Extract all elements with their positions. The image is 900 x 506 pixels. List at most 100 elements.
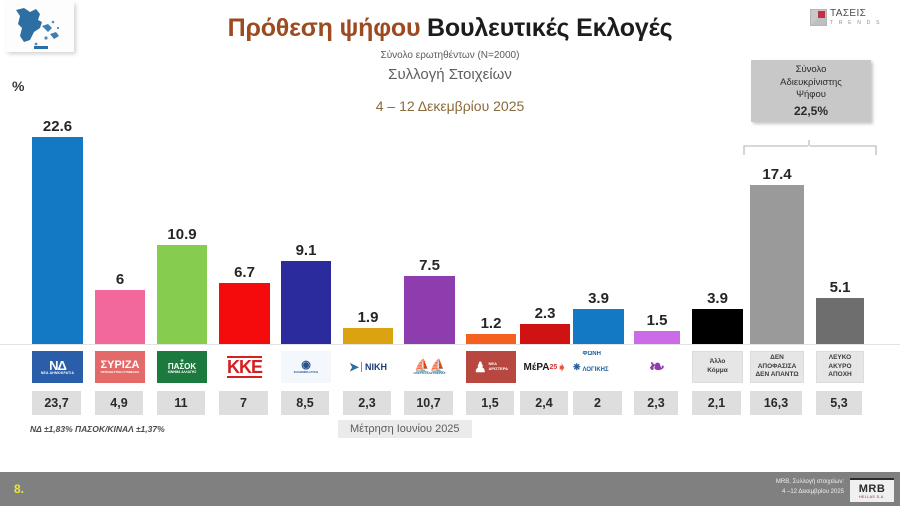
bar-2[interactable]: [157, 245, 207, 345]
party-logo-10[interactable]: ❧: [634, 348, 680, 386]
bar-column[interactable]: 22.6: [32, 110, 83, 345]
party-logo-mark: ❋ ΦΩΝΗ ΛΟΓΙΚΗΣ ΑΦΟΙ ΛΟΓΙΚΗΣ: [573, 351, 624, 383]
mrb-logo: MRB HELLAS S.A.: [850, 478, 894, 502]
party-logo-mark: ΚΚΕ: [219, 351, 270, 383]
bar-5[interactable]: [343, 328, 393, 345]
page-number: 8.: [14, 482, 25, 496]
bar-column[interactable]: 5.1: [816, 110, 864, 345]
undecided-line-3: Ψήφου: [796, 89, 826, 101]
party-logo-13[interactable]: ΛΕΥΚΟ ΑΚΥΡΟ ΑΠΟΧΗ: [816, 348, 864, 386]
bar-7[interactable]: [466, 334, 516, 345]
undecided-total-callout: Σύνολο Αδιευκρίνιστης Ψήφου 22,5%: [751, 60, 871, 122]
category-label-box: Άλλο Κόμμα: [692, 351, 743, 383]
party-logo-11[interactable]: Άλλο Κόμμα: [692, 348, 743, 386]
june-value-cell: 4,9: [95, 391, 145, 415]
party-logo-9[interactable]: ❋ ΦΩΝΗ ΛΟΓΙΚΗΣ ΑΦΟΙ ΛΟΓΙΚΗΣ: [573, 348, 624, 386]
bar-value-label: 2.3: [534, 305, 556, 322]
party-logo-12[interactable]: ΔΕΝ ΑΠΟΦΑΣΙΣΑ ΔΕΝ ΑΠΑΝΤΩ: [750, 348, 804, 386]
page-title-rest: Βουλευτικές Εκλογές: [420, 14, 673, 42]
party-logo-3[interactable]: ΚΚΕ: [219, 348, 270, 386]
bar-value-label: 1.9: [357, 309, 379, 326]
bar-column[interactable]: 6.7: [219, 110, 270, 345]
greece-map-icon: [16, 8, 60, 49]
greece-map-logo: [6, 2, 74, 52]
bar-value-label: 7.5: [419, 257, 440, 274]
bar-column[interactable]: 7.5: [404, 110, 455, 345]
june-value-cell: 10,7: [404, 391, 455, 415]
bar-column[interactable]: 3.9: [692, 110, 743, 345]
bar-11[interactable]: [692, 309, 743, 345]
footer-bar: 8. MRB, Συλλογή στοιχείων: 4 –12 Δεκεμβρ…: [0, 472, 900, 506]
undecided-value: 22,5%: [793, 104, 829, 119]
taseis-trends-logo: ΤΑΣΕΙΣ T R E N D S: [810, 4, 888, 30]
june-value-cell: 2: [573, 391, 624, 415]
category-label-box: ΔΕΝ ΑΠΟΦΑΣΙΣΑ ΔΕΝ ΑΠΑΝΤΩ: [750, 351, 804, 383]
party-logo-row: ΝΔ ΝΕΑ ΔΗΜΟΚΡΑΤΙΑ ΣΥΡΙΖΑ ΠΡΟΟΔΕΥΤΙΚΗ ΣΥΜ…: [0, 346, 900, 388]
brand-mark-icon: [810, 8, 827, 26]
party-logo-6[interactable]: ⛵⛵ ΠΛΕΥΣΗ ΕΛΕΥΘΕΡΙΑΣ: [404, 348, 455, 386]
party-logo-0[interactable]: ΝΔ ΝΕΑ ΔΗΜΟΚΡΑΤΙΑ: [32, 348, 83, 386]
bar-value-label: 10.9: [167, 226, 197, 243]
bar-column[interactable]: 1.9: [343, 110, 393, 345]
footer-note-line-2: 4 –12 Δεκεμβρίου 2025: [782, 488, 844, 495]
bar-column[interactable]: 1.5: [634, 110, 680, 345]
party-logo-mark: ΝΔ ΝΕΑ ΔΗΜΟΚΡΑΤΙΑ: [32, 351, 83, 383]
june-value-cell: 8,5: [281, 391, 331, 415]
bar-8[interactable]: [520, 324, 570, 345]
bar-4[interactable]: [281, 261, 331, 345]
bar-value-label: 17.4: [762, 166, 792, 183]
party-logo-mark: ❧: [634, 351, 680, 383]
party-logo-mark: ➤ ΝΙΚΗ: [343, 351, 393, 383]
bar-column[interactable]: 3.9: [573, 110, 624, 345]
bar-column[interactable]: 9.1: [281, 110, 331, 345]
subtitle-method: Συλλογή Στοιχείων: [388, 66, 512, 83]
june-value-cell: 11: [157, 391, 207, 415]
bar-13[interactable]: [816, 298, 864, 345]
category-label-box: ΛΕΥΚΟ ΑΚΥΡΟ ΑΠΟΧΗ: [816, 351, 864, 383]
june-value-cell: 2,3: [634, 391, 680, 415]
party-logo-7[interactable]: ♟ ΝΕΑ ΑΡΙΣΤΕΡΑ: [466, 348, 516, 386]
bar-value-label: 5.1: [829, 279, 851, 296]
party-logo-mark: ♟ ΝΕΑ ΑΡΙΣΤΕΡΑ: [466, 351, 516, 383]
bar-value-label: 3.9: [588, 290, 609, 307]
bar-column[interactable]: 10.9: [157, 110, 207, 345]
june-measurement-caption: Μέτρηση Ιουνίου 2025: [338, 420, 472, 438]
bar-9[interactable]: [573, 309, 624, 345]
june-value-cell: 5,3: [816, 391, 864, 415]
footer-source-note: MRB, Συλλογή στοιχείων: 4 –12 Δεκεμβρίου…: [776, 478, 844, 497]
page-title: Πρόθεση ψήφου Βουλευτικές Εκλογές: [0, 14, 900, 43]
footer-note-line-1: MRB, Συλλογή στοιχείων:: [775, 479, 844, 485]
bar-value-label: 1.2: [480, 315, 502, 332]
party-logo-1[interactable]: ΣΥΡΙΖΑ ΠΡΟΟΔΕΥΤΙΚΗ ΣΥΜΜΑΧΙΑ: [95, 348, 145, 386]
bar-value-label: 22.6: [42, 118, 73, 135]
subtitle-dates: 4 – 12 Δεκεμβρίου 2025: [375, 98, 525, 114]
undecided-line-1: Σύνολο: [795, 63, 827, 75]
party-logo-2[interactable]: ☀ ΠΑΣΟΚ ΚΙΝΗΜΑ ΑΛΛΑΓΗΣ: [157, 348, 207, 386]
bar-column[interactable]: 6: [95, 110, 145, 345]
bar-column[interactable]: 1.2: [466, 110, 516, 345]
bar-12[interactable]: [750, 185, 804, 345]
bar-0[interactable]: [32, 137, 83, 345]
subtitle-sample: Σύνολο ερωτηθέντων (N=2000): [380, 50, 520, 61]
bar-6[interactable]: [404, 276, 455, 345]
party-logo-8[interactable]: ΜέΡΑ 25 ➧: [520, 348, 570, 386]
axis-unit-label: %: [12, 78, 25, 94]
bar-column[interactable]: 17.4: [750, 110, 804, 345]
bar-value-label: 9.1: [295, 242, 317, 259]
bar-chart-plot: 22.6 6 10.9 6.7 9.1 1.9 7.5 1.2 2.3 3.9 1.5 3.9 17.4…: [0, 110, 900, 345]
party-logo-4[interactable]: ◉ ΕΛΛΗΝΙΚΗ ΛΥΣΗ: [281, 348, 331, 386]
june-value-cell: 23,7: [32, 391, 83, 415]
bar-10[interactable]: [634, 331, 680, 345]
party-logo-5[interactable]: ➤ ΝΙΚΗ: [343, 348, 393, 386]
bar-value-label: 6: [115, 271, 125, 288]
june-value-cell: 2,4: [520, 391, 570, 415]
june-value-cell: 2,3: [343, 391, 393, 415]
mrb-logo-main: MRB: [858, 483, 886, 495]
bar-1[interactable]: [95, 290, 145, 345]
bar-3[interactable]: [219, 283, 270, 345]
bar-value-label: 1.5: [646, 312, 668, 329]
party-logo-mark: ΜέΡΑ 25 ➧: [520, 351, 570, 383]
undecided-line-2: Αδιευκρίνιστης: [780, 76, 842, 88]
page-title-accent: Πρόθεση ψήφου: [227, 14, 421, 42]
bar-column[interactable]: 2.3: [520, 110, 570, 345]
